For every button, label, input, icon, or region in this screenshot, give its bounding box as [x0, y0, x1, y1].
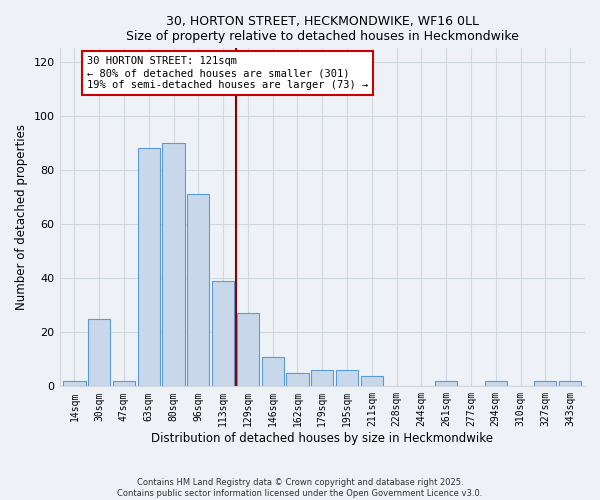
Bar	[311, 370, 334, 386]
Title: 30, HORTON STREET, HECKMONDWIKE, WF16 0LL
Size of property relative to detached : 30, HORTON STREET, HECKMONDWIKE, WF16 0L…	[126, 15, 519, 43]
Bar	[534, 381, 556, 386]
Text: 30 HORTON STREET: 121sqm
← 80% of detached houses are smaller (301)
19% of semi-: 30 HORTON STREET: 121sqm ← 80% of detach…	[87, 56, 368, 90]
Bar	[137, 148, 160, 386]
Y-axis label: Number of detached properties: Number of detached properties	[15, 124, 28, 310]
Bar	[63, 381, 86, 386]
Bar	[559, 381, 581, 386]
Bar	[187, 194, 209, 386]
Bar	[163, 143, 185, 386]
Bar	[113, 381, 135, 386]
Text: Contains HM Land Registry data © Crown copyright and database right 2025.
Contai: Contains HM Land Registry data © Crown c…	[118, 478, 482, 498]
Bar	[237, 314, 259, 386]
Bar	[435, 381, 457, 386]
Bar	[286, 373, 308, 386]
Bar	[88, 318, 110, 386]
Bar	[485, 381, 507, 386]
Bar	[212, 281, 234, 386]
Bar	[336, 370, 358, 386]
Bar	[262, 356, 284, 386]
X-axis label: Distribution of detached houses by size in Heckmondwike: Distribution of detached houses by size …	[151, 432, 493, 445]
Bar	[361, 376, 383, 386]
